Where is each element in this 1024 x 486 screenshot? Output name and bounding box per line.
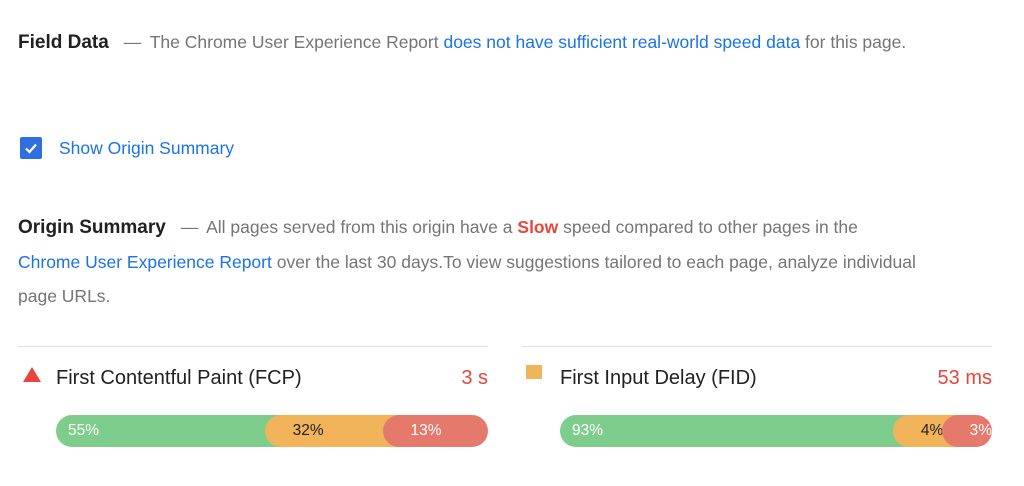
show-origin-summary-label[interactable]: Show Origin Summary (59, 137, 235, 158)
triangle-icon (23, 367, 41, 382)
metric-fcp: First Contentful Paint (FCP) 3 s 55% 32%… (18, 346, 488, 447)
square-icon (526, 365, 542, 379)
fast-segment: 93% (560, 415, 909, 447)
average-percent: 4% (920, 422, 944, 439)
field-data-dash: — (123, 32, 142, 52)
fast-segment: 55% (56, 415, 281, 447)
field-data-title: Field Data (18, 32, 109, 53)
slow-percent: 3% (969, 422, 992, 439)
metric-name: First Contentful Paint (FCP) (56, 367, 302, 389)
origin-summary-dash: — (180, 217, 199, 237)
field-data-text-before: The Chrome User Experience Report (149, 32, 444, 52)
checkbox-checked-icon[interactable] (20, 137, 42, 159)
insufficient-data-link[interactable]: does not have sufficient real-world spee… (443, 32, 801, 52)
field-data-text-after: for this page. (800, 32, 907, 52)
origin-summary-section: Origin Summary — All pages served from t… (18, 210, 918, 313)
origin-summary-text-1: All pages served from this origin have a (206, 217, 518, 237)
field-data-section: Field Data — The Chrome User Experience … (18, 25, 918, 60)
origin-summary-text-3: over the last 30 days.To view suggestion… (18, 252, 916, 306)
fast-percent: 93% (572, 422, 604, 439)
metric-name: First Input Delay (FID) (560, 367, 757, 389)
distribution-bar: 93% 4% 3% (560, 415, 992, 447)
origin-summary-title: Origin Summary (18, 217, 166, 238)
chrome-ux-report-link[interactable]: Chrome User Experience Report (18, 252, 272, 272)
slow-percent: 13% (410, 422, 442, 439)
slow-segment: 3% (941, 415, 992, 447)
origin-summary-text-2: speed compared to other pages in the (558, 217, 858, 237)
speed-rating: Slow (517, 217, 559, 237)
show-origin-summary-toggle[interactable]: Show Origin Summary (20, 137, 234, 159)
fast-percent: 55% (68, 422, 100, 439)
metric-fid: First Input Delay (FID) 53 ms 93% 4% 3% (522, 346, 992, 447)
average-segment: 32% (264, 415, 399, 447)
distribution-bar: 55% 32% 13% (56, 415, 488, 447)
metric-value: 3 s (461, 367, 488, 389)
metric-value: 53 ms (937, 367, 992, 389)
average-percent: 32% (292, 422, 324, 439)
slow-segment: 13% (382, 415, 488, 447)
